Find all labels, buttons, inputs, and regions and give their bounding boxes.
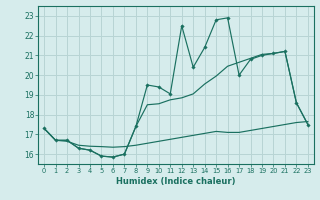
X-axis label: Humidex (Indice chaleur): Humidex (Indice chaleur) bbox=[116, 177, 236, 186]
